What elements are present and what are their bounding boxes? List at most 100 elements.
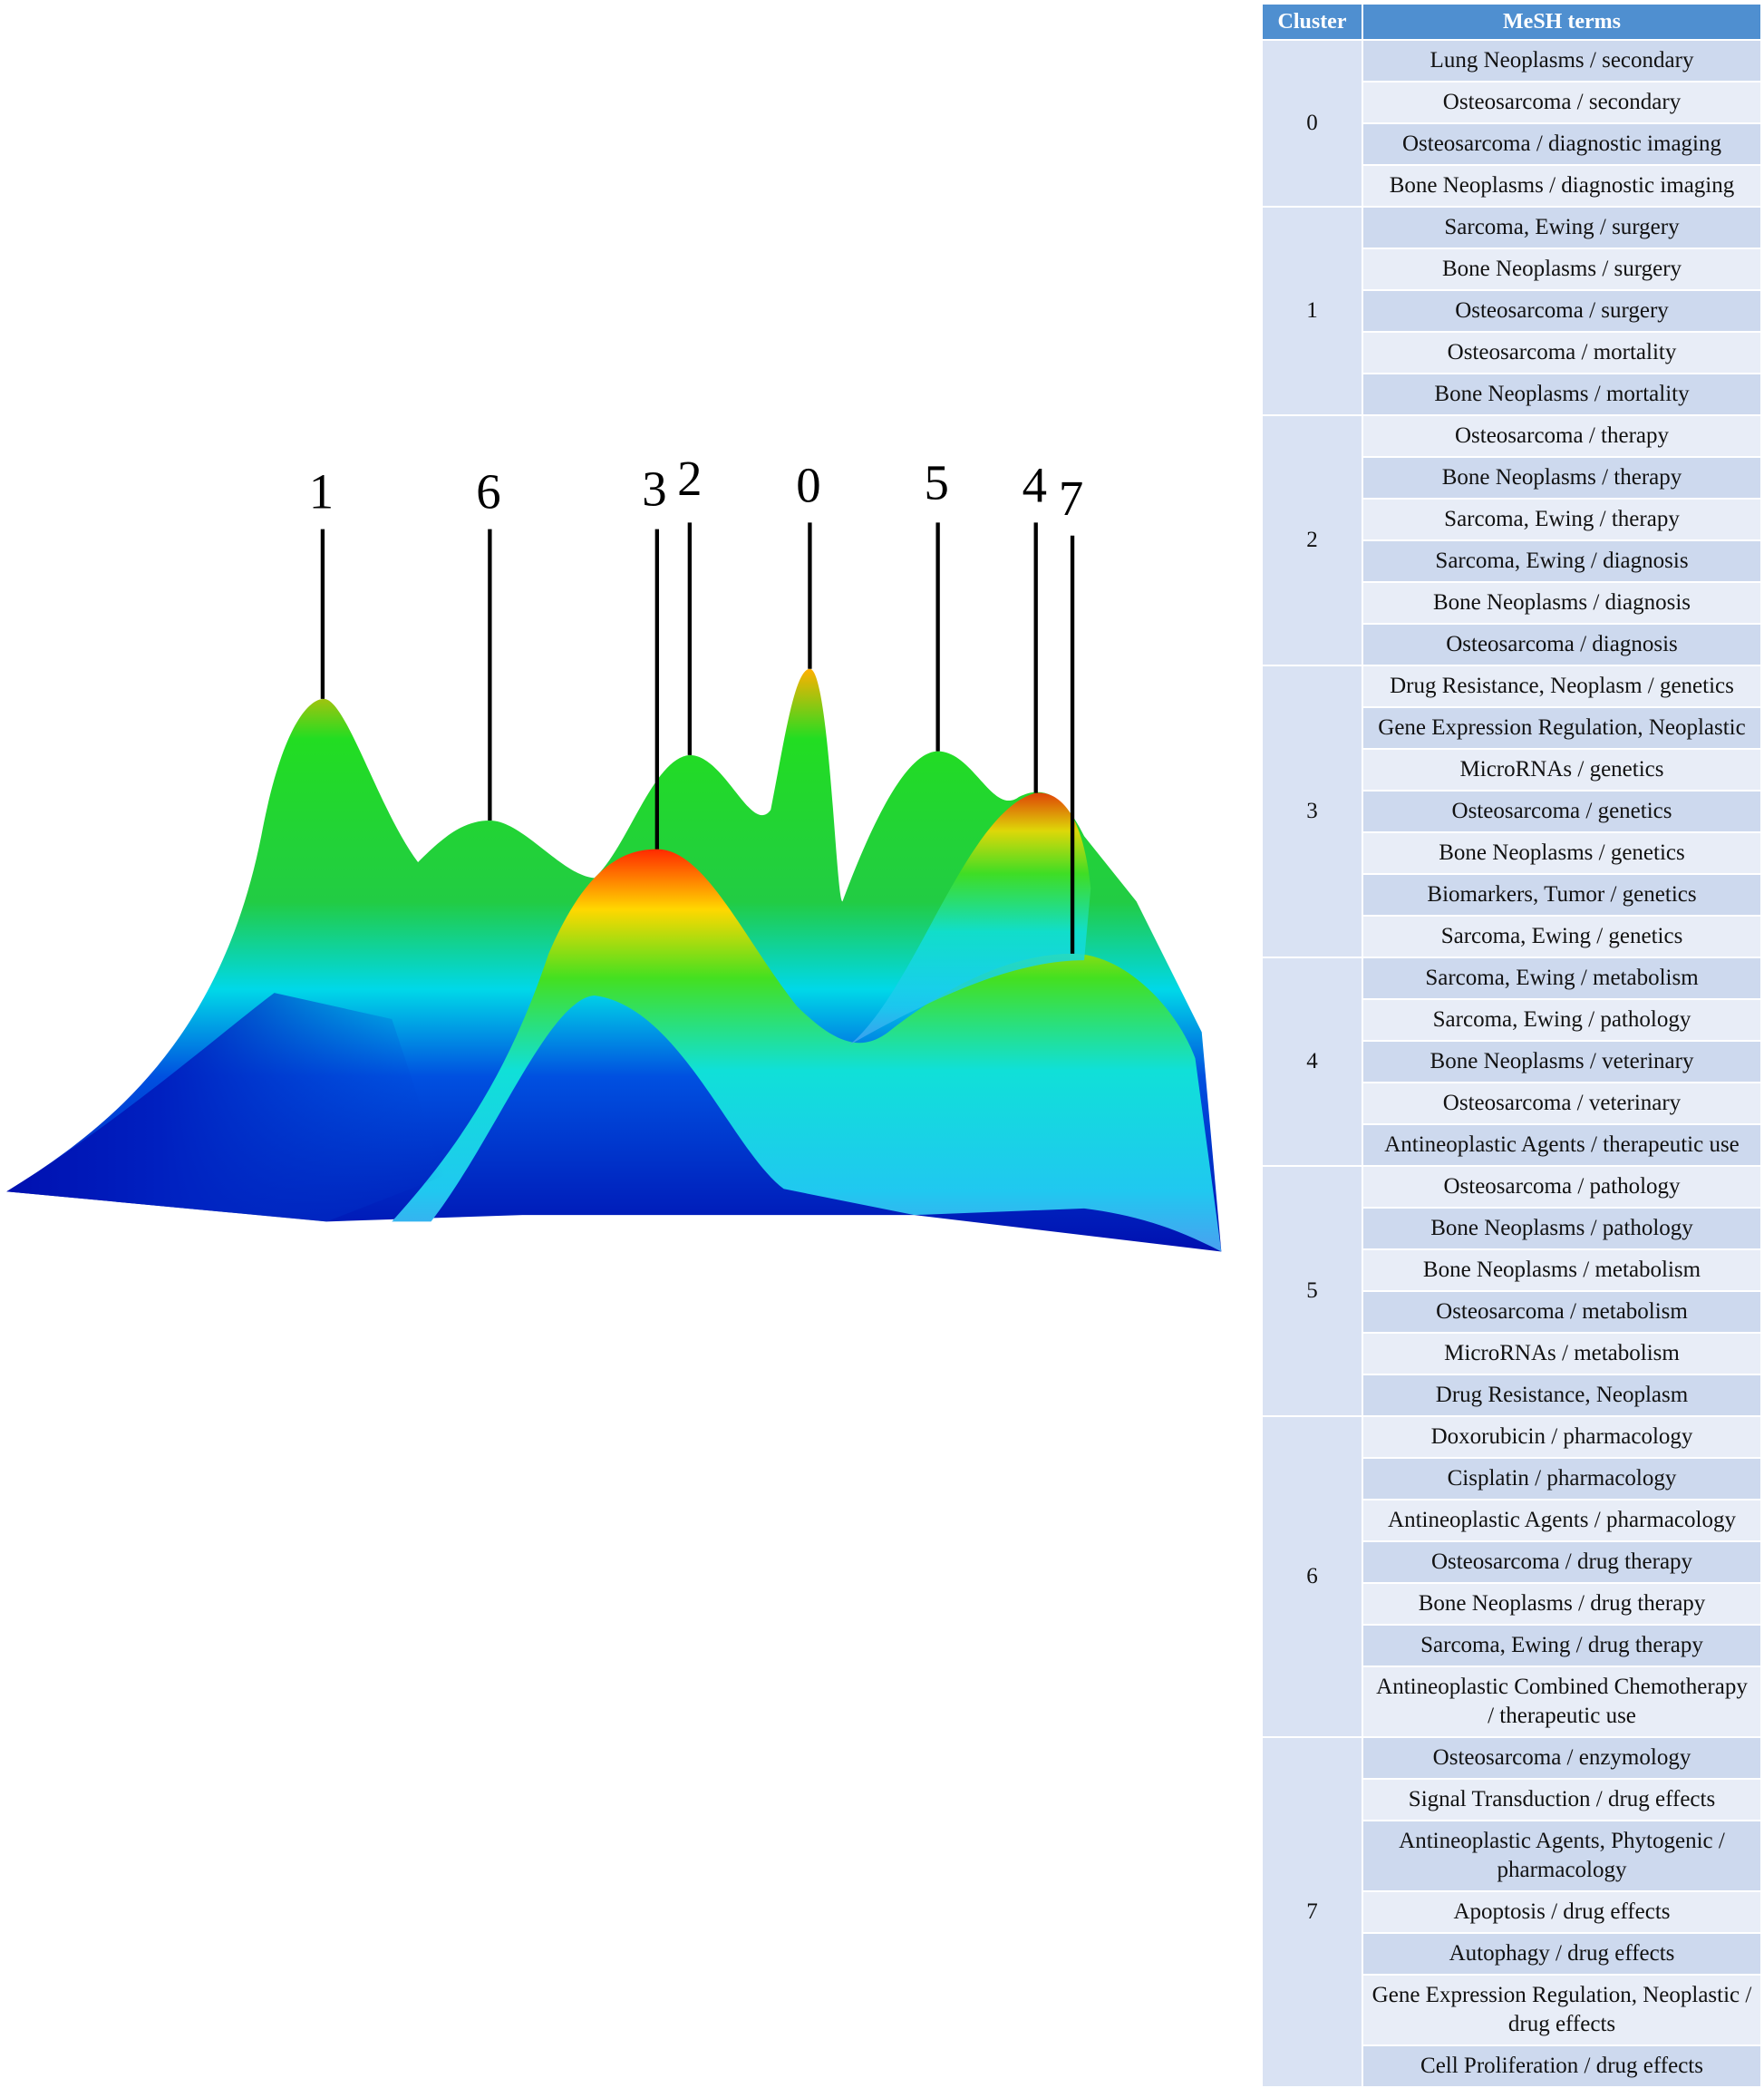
term-cell: Osteosarcoma / mortality xyxy=(1362,331,1762,374)
table-row: 1 Sarcoma, Ewing / surgery xyxy=(1261,206,1762,416)
term-cell: Osteosarcoma / diagnosis xyxy=(1362,623,1762,666)
table-row: Osteosarcoma / genetics xyxy=(1262,790,1762,833)
table-row: 5 Osteosarcoma / pathology xyxy=(1261,1165,1762,1417)
term-cell: Bone Neoplasms / therapy xyxy=(1362,456,1762,500)
table-row: Sarcoma, Ewing / drug therapy xyxy=(1262,1624,1762,1667)
table-row: Bone Neoplasms / mortality xyxy=(1262,373,1762,416)
term-cell: Antineoplastic Combined Chemotherapy / t… xyxy=(1362,1666,1762,1738)
peak-label: 5 xyxy=(925,454,949,510)
header-terms: MeSH terms xyxy=(1362,3,1762,41)
table-row: Sarcoma, Ewing / therapy xyxy=(1262,498,1762,541)
term-cell: Sarcoma, Ewing / metabolism xyxy=(1362,957,1762,1000)
term-cell: Osteosarcoma / pathology xyxy=(1362,1165,1762,1209)
term-cell: Bone Neoplasms / drug therapy xyxy=(1362,1582,1762,1626)
cluster-cell: 2 xyxy=(1261,414,1363,666)
surface-front xyxy=(392,849,1222,1252)
table-row: Osteosarcoma / metabolism xyxy=(1262,1290,1762,1334)
table-row: Biomarkers, Tumor / genetics xyxy=(1262,873,1762,917)
cluster-cell: 3 xyxy=(1261,665,1363,958)
term-cell: Osteosarcoma / veterinary xyxy=(1362,1082,1762,1125)
term-cell: Sarcoma, Ewing / diagnosis xyxy=(1362,539,1762,583)
term-cell: Sarcoma, Ewing / pathology xyxy=(1362,998,1762,1042)
table-row: Osteosarcoma / diagnostic imaging xyxy=(1262,122,1762,166)
table-row: MicroRNAs / metabolism xyxy=(1262,1332,1762,1375)
peak-label: 1 xyxy=(309,464,334,520)
table-row: Osteosarcoma / mortality xyxy=(1262,331,1762,374)
term-cell: Osteosarcoma / enzymology xyxy=(1362,1736,1762,1780)
cluster-table: Cluster MeSH terms 0 Lung Neoplasms / sec… xyxy=(1261,3,1762,2088)
term-cell: Sarcoma, Ewing / surgery xyxy=(1362,206,1762,249)
term-cell: Bone Neoplasms / pathology xyxy=(1362,1207,1762,1250)
table-row: 0 Lung Neoplasms / secondary xyxy=(1261,39,1762,208)
term-cell: Gene Expression Regulation, Neoplastic xyxy=(1362,706,1762,750)
table-row: Sarcoma, Ewing / pathology xyxy=(1262,998,1762,1042)
table-row: Antineoplastic Agents / pharmacology xyxy=(1262,1499,1762,1542)
term-cell: MicroRNAs / genetics xyxy=(1362,748,1762,791)
table-row: 4 Sarcoma, Ewing / metabolism xyxy=(1261,957,1762,1167)
table-row: MicroRNAs / genetics xyxy=(1262,748,1762,791)
table-row: Bone Neoplasms / pathology xyxy=(1262,1207,1762,1250)
cluster-cell: 0 xyxy=(1261,39,1363,208)
peak-label: 4 xyxy=(1023,457,1047,512)
table-row: Sarcoma, Ewing / diagnosis xyxy=(1262,539,1762,583)
term-cell: Osteosarcoma / drug therapy xyxy=(1362,1540,1762,1584)
term-cell: Antineoplastic Agents, Phytogenic / phar… xyxy=(1362,1820,1762,1892)
term-cell: Osteosarcoma / diagnostic imaging xyxy=(1362,122,1762,166)
surface-peak-4 xyxy=(848,792,1091,1045)
table-row: Signal Transduction / drug effects xyxy=(1262,1778,1762,1821)
peak-label: 6 xyxy=(476,464,500,520)
table-row: Cisplatin / pharmacology xyxy=(1262,1457,1762,1500)
term-cell: Autophagy / drug effects xyxy=(1362,1932,1762,1976)
surface-shadow xyxy=(6,993,444,1222)
peak-label: 0 xyxy=(796,457,820,512)
cluster-cell: 7 xyxy=(1261,1736,1363,2088)
term-cell: Cisplatin / pharmacology xyxy=(1362,1457,1762,1500)
header-cluster: Cluster xyxy=(1261,3,1363,41)
term-cell: Biomarkers, Tumor / genetics xyxy=(1362,873,1762,917)
term-cell: Osteosarcoma / metabolism xyxy=(1362,1290,1762,1334)
peak-label: 2 xyxy=(677,451,702,506)
term-cell: Sarcoma, Ewing / therapy xyxy=(1362,498,1762,541)
peak-label: 7 xyxy=(1059,471,1083,526)
term-cell: Bone Neoplasms / diagnosis xyxy=(1362,581,1762,625)
table-row: Bone Neoplasms / drug therapy xyxy=(1262,1582,1762,1626)
term-cell: Antineoplastic Agents / pharmacology xyxy=(1362,1499,1762,1542)
term-cell: Apoptosis / drug effects xyxy=(1362,1890,1762,1934)
peak-label: 3 xyxy=(642,461,666,517)
term-cell: Osteosarcoma / therapy xyxy=(1362,414,1762,458)
table-row: 3 Drug Resistance, Neoplasm / genetics xyxy=(1261,665,1762,958)
table-row: Osteosarcoma / surgery xyxy=(1262,289,1762,333)
term-cell: Drug Resistance, Neoplasm / genetics xyxy=(1362,665,1762,708)
table-row: Bone Neoplasms / genetics xyxy=(1262,831,1762,875)
term-cell: Bone Neoplasms / metabolism xyxy=(1362,1248,1762,1292)
table-row: Gene Expression Regulation, Neoplastic xyxy=(1262,706,1762,750)
table-row: Bone Neoplasms / metabolism xyxy=(1262,1248,1762,1292)
term-cell: Sarcoma, Ewing / drug therapy xyxy=(1362,1624,1762,1667)
table-row: Osteosarcoma / drug therapy xyxy=(1262,1540,1762,1584)
table-row: Bone Neoplasms / therapy xyxy=(1262,456,1762,500)
table-row: Antineoplastic Agents, Phytogenic / phar… xyxy=(1262,1820,1762,1892)
table-row: Sarcoma, Ewing / genetics xyxy=(1262,915,1762,958)
table-row: Bone Neoplasms / surgery xyxy=(1262,248,1762,291)
term-cell: Bone Neoplasms / surgery xyxy=(1362,248,1762,291)
table-row: Bone Neoplasms / veterinary xyxy=(1262,1040,1762,1083)
table-row: Autophagy / drug effects xyxy=(1262,1932,1762,1976)
term-cell: Bone Neoplasms / mortality xyxy=(1362,373,1762,416)
table-row: 7 Osteosarcoma / enzymology xyxy=(1261,1736,1762,2088)
table-row: Antineoplastic Combined Chemotherapy / t… xyxy=(1262,1666,1762,1738)
term-cell: Osteosarcoma / secondary xyxy=(1362,81,1762,124)
term-cell: Lung Neoplasms / secondary xyxy=(1362,39,1762,83)
term-cell: Doxorubicin / pharmacology xyxy=(1362,1415,1762,1459)
table-row: Bone Neoplasms / diagnosis xyxy=(1262,581,1762,625)
term-cell: Bone Neoplasms / veterinary xyxy=(1362,1040,1762,1083)
table-row: Bone Neoplasms / diagnostic imaging xyxy=(1262,164,1762,208)
term-cell: Sarcoma, Ewing / genetics xyxy=(1362,915,1762,958)
table-row: Gene Expression Regulation, Neoplastic /… xyxy=(1262,1974,1762,2046)
cluster-cell: 6 xyxy=(1261,1415,1363,1738)
term-cell: Signal Transduction / drug effects xyxy=(1362,1778,1762,1821)
cluster-cell: 4 xyxy=(1261,957,1363,1167)
term-cell: Osteosarcoma / genetics xyxy=(1362,790,1762,833)
term-cell: Bone Neoplasms / diagnostic imaging xyxy=(1362,164,1762,208)
table-row: 6 Doxorubicin / pharmacology xyxy=(1261,1415,1762,1738)
